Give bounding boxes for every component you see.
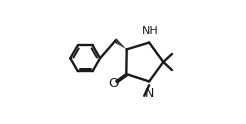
Text: O: O	[108, 77, 119, 90]
Text: N: N	[145, 87, 154, 100]
Text: NH: NH	[142, 26, 159, 36]
